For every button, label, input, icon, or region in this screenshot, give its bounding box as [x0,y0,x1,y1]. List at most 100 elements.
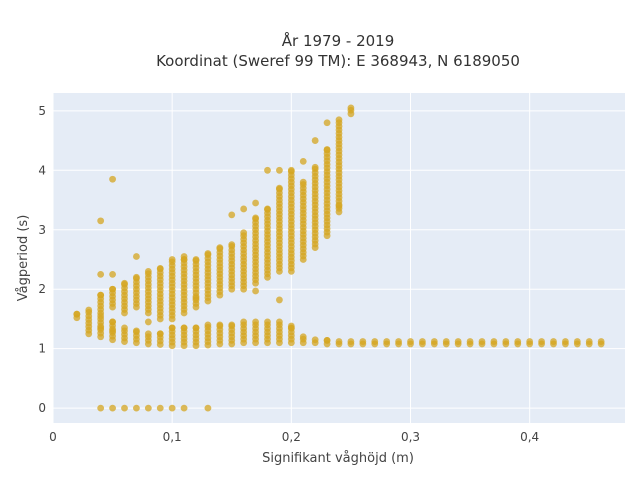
data-point [168,256,176,263]
data-point [192,256,200,263]
data-point [204,321,212,329]
data-point [371,338,379,345]
y-tick-labels: 0 1 2 3 4 5 [38,104,46,415]
data-point [490,338,498,345]
x-tick-labels: 0 0,1 0,2 0,3 0,4 [49,430,539,444]
data-point [538,338,545,345]
data-point [287,166,295,174]
data-point [407,338,414,345]
data-point [228,321,236,329]
y-axis-title: Vågperiod (s) [16,215,31,302]
data-point [335,202,343,210]
data-point [240,229,248,237]
data-point [144,404,152,412]
data-point [121,324,128,332]
data-point [228,211,236,219]
data-point [550,338,557,345]
data-point [430,338,438,345]
data-point [121,404,128,412]
data-point [192,324,200,332]
data-point [133,404,140,412]
data-point [133,327,140,335]
x-tick-label: 0,4 [520,430,539,444]
data-point [121,279,128,287]
data-point [204,250,212,257]
data-point [156,404,164,412]
data-point [109,327,116,335]
data-point [276,184,283,192]
x-tick-label: 0 [49,430,57,444]
y-tick-label: 2 [38,282,46,296]
data-point [97,291,105,299]
data-point [383,338,391,345]
data-point [144,318,152,326]
data-point [299,178,307,186]
data-point [419,338,426,345]
data-point [299,157,307,165]
data-point [323,119,331,127]
data-point [442,338,450,345]
data-point [97,324,105,332]
x-tick-label: 0,2 [282,430,301,444]
data-point [133,273,140,281]
y-tick-label: 5 [38,104,46,118]
data-point [97,270,105,278]
data-point [585,338,593,345]
data-point [264,166,271,174]
data-point [109,318,116,326]
data-point [276,318,283,326]
data-point [573,338,581,345]
data-point [180,404,188,412]
data-point [109,285,116,293]
data-point [168,404,176,412]
data-point [514,338,522,345]
y-tick-label: 1 [38,342,46,356]
x-axis-title: Signifikant våghöjd (m) [262,451,414,466]
data-point [395,338,402,345]
data-point [311,137,319,144]
data-point [168,324,176,332]
x-tick-label: 0,3 [401,430,420,444]
data-point [502,338,510,345]
data-point [97,404,105,412]
data-point [133,253,140,260]
data-point [144,330,152,338]
data-point [252,287,259,295]
data-point [252,318,259,326]
data-point [276,166,283,174]
data-point [264,318,271,326]
chart-title-line-2: Koordinat (Sweref 99 TM): E 368943, N 61… [156,52,520,70]
data-point [216,244,224,251]
data-point [526,338,534,345]
data-point [311,336,319,344]
data-point [73,310,81,318]
data-point [347,338,355,345]
data-point [109,270,116,278]
data-point [192,294,200,302]
data-point [335,116,343,124]
data-point [264,205,271,213]
data-point [299,333,307,341]
data-point [180,324,188,332]
data-point [252,199,259,207]
data-point [347,104,355,112]
data-point [240,318,248,326]
data-point [85,306,93,314]
data-point [180,253,188,260]
data-point [359,338,367,345]
data-point [156,265,164,272]
data-point [562,338,569,345]
data-point [597,338,605,345]
data-point [109,404,116,412]
data-point [216,321,224,329]
chart-title-line-1: År 1979 - 2019 [282,31,395,50]
data-point [240,205,248,213]
data-point [335,338,343,345]
data-point [109,175,116,183]
data-point [204,404,212,412]
data-points [73,104,605,412]
data-point [156,330,164,338]
data-point [311,163,319,171]
